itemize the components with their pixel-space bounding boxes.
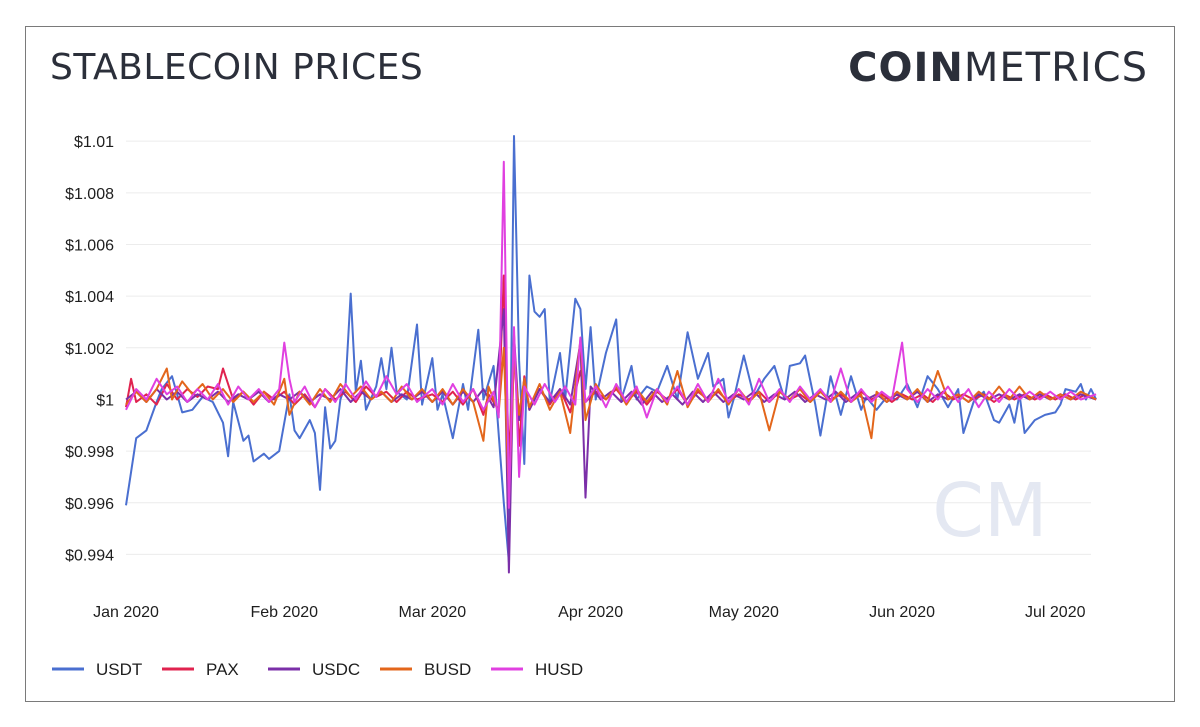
legend-label: BUSD	[424, 660, 471, 679]
legend-label: HUSD	[535, 660, 583, 679]
y-tick-label: $1.01	[74, 134, 114, 151]
y-tick-label: $1.004	[65, 289, 114, 306]
y-tick-label: $0.994	[65, 547, 114, 564]
x-tick-label: Feb 2020	[250, 604, 318, 621]
series-line-usdt	[125, 135, 1097, 564]
y-tick-label: $1.002	[65, 341, 114, 358]
x-tick-label: Jun 2020	[869, 604, 935, 621]
brand-logo-light: METRICS	[963, 45, 1148, 91]
series-lines	[125, 135, 1097, 574]
legend-label: USDT	[96, 660, 142, 679]
y-tick-label: $0.996	[65, 496, 114, 513]
watermark-logo: CM	[932, 468, 1048, 554]
legend-item-usdt[interactable]: USDT	[52, 660, 142, 679]
legend: USDT PAX USDC BUSD HUSD	[52, 660, 583, 679]
x-tick-label: May 2020	[709, 604, 779, 621]
legend-label: USDC	[312, 660, 360, 679]
legend-item-busd[interactable]: BUSD	[380, 660, 471, 679]
legend-item-usdc[interactable]: USDC	[268, 660, 360, 679]
series-line-pax	[125, 274, 1097, 463]
legend-item-husd[interactable]: HUSD	[491, 660, 583, 679]
brand-logo: COINMETRICS	[848, 45, 1148, 91]
brand-logo-bold: COIN	[848, 45, 964, 91]
chart-title: STABLECOIN PRICES	[50, 47, 424, 88]
series-line-husd	[125, 160, 1097, 509]
legend-item-pax[interactable]: PAX	[162, 660, 239, 679]
y-tick-label: $1.006	[65, 237, 114, 254]
x-tick-label: Jul 2020	[1025, 604, 1086, 621]
x-tick-label: Jan 2020	[93, 604, 159, 621]
x-tick-label: Apr 2020	[558, 604, 623, 621]
y-tick-label: $1	[96, 392, 114, 409]
y-tick-label: $1.008	[65, 186, 114, 203]
legend-label: PAX	[206, 660, 239, 679]
series-line-busd	[125, 339, 1097, 499]
y-axis-ticks: $0.994 $0.996 $0.998 $1 $1.002 $1.004 $1.006 $1…	[65, 134, 114, 564]
x-tick-label: Mar 2020	[399, 604, 467, 621]
x-axis-ticks: Jan 2020 Feb 2020 Mar 2020 Apr 2020 May 2020…	[93, 604, 1086, 621]
chart-frame: STABLECOIN PRICES COINMETRICS	[25, 26, 1175, 702]
y-tick-label: $0.998	[65, 444, 114, 461]
